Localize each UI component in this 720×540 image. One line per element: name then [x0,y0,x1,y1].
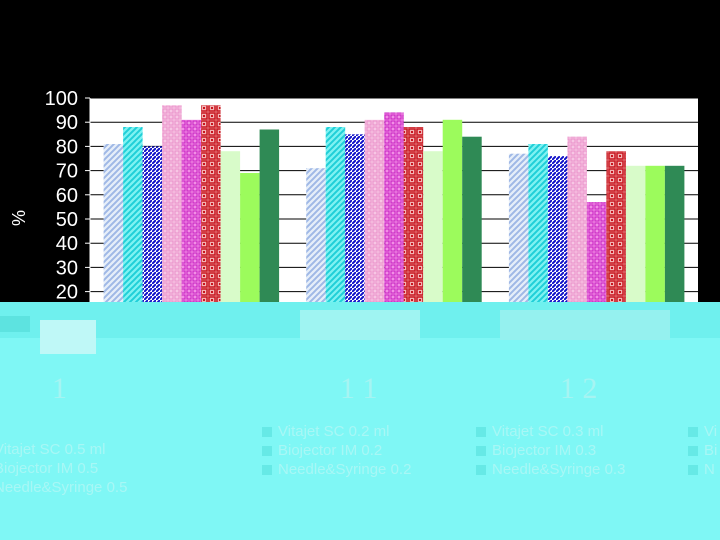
overlay-block [500,310,670,340]
legend-entry: Biojector IM 0.2 [262,441,411,460]
bar-series-9-category-2 [462,136,482,340]
obscured-legend-region: 1 1 1 1 2 Vitajet SC 0.5 ml Biojector IM… [0,302,720,540]
y-tick-label: 100 [45,88,78,110]
legend-swatch [476,465,486,476]
legend-column-4: Vi Bi N [688,422,717,479]
bar-series-5-category-1 [181,119,202,340]
overlay-block [0,316,30,332]
bar-series-6-category-1 [201,105,221,340]
legend-entry: Needle&Syringe 0.5 [0,479,128,496]
legend-entry: N [688,460,717,479]
bars [103,105,685,340]
bar-series-2-category-3 [528,144,548,340]
legend-column-3: Vitajet SC 0.3 ml Biojector IM 0.3 Needl… [476,422,625,479]
legend-swatch [476,427,486,438]
y-tick-label: 20 [56,282,78,304]
legend-swatch [688,465,698,476]
bar-series-3-category-3 [547,156,568,340]
legend-swatch [476,446,486,457]
bar-series-3-category-2 [345,134,365,340]
legend-column-2: Vitajet SC 0.2 ml Biojector IM 0.2 Needl… [262,422,411,479]
legend-entry: Vitajet SC 0.5 ml [0,441,106,458]
y-tick-label: 50 [56,209,78,231]
y-tick-label: 60 [56,185,78,207]
bar-series-8-category-3 [645,165,665,340]
bar-series-1-category-2 [306,168,326,340]
bar-series-7-category-2 [423,151,443,340]
bar-series-9-category-1 [259,129,280,340]
bar-series-1-category-3 [508,153,529,340]
legend-swatch [688,427,698,438]
y-axis-label: % [9,210,29,226]
bar-series-5-category-2 [384,112,404,340]
bar-series-4-category-1 [162,105,182,340]
bar-series-1-category-1 [103,144,124,340]
legend-entry: Biojector IM 0.3 [476,441,625,460]
legend-entry: Biojector IM 0.5 [0,460,99,477]
bar-series-4-category-2 [364,119,385,340]
category-label: 1 1 [340,372,378,405]
legend-entry: Needle&Syringe 0.3 [476,460,625,479]
bar-series-7-category-1 [220,151,241,340]
bar-series-7-category-3 [625,165,646,340]
bar-series-3-category-1 [142,146,163,340]
legend-entry: Vitajet SC 0.3 ml [476,422,625,441]
y-tick-label: 80 [56,136,78,158]
bar-series-2-category-1 [123,127,143,340]
legend-swatch [262,465,272,476]
legend-swatch [262,427,272,438]
overlay-block [40,320,96,354]
y-tick-label: 40 [56,233,78,255]
legend-entry: Bi [688,441,717,460]
bar-series-6-category-3 [606,151,626,340]
legend-swatch [262,446,272,457]
bar-series-2-category-2 [325,127,346,340]
legend-column-1: Vitajet SC 0.5 ml Biojector IM 0.5 Needl… [0,440,127,497]
category-label: 1 2 [560,372,598,405]
bar-series-4-category-3 [567,136,587,340]
bar-series-8-category-1 [240,173,260,340]
bar-series-9-category-3 [664,165,685,340]
y-tick-label: 90 [56,112,78,134]
y-tick-label: 30 [56,257,78,279]
overlay-block [300,310,420,340]
y-tick-label: 70 [56,161,78,183]
legend-entry: Vi [688,422,717,441]
legend-swatch [688,446,698,457]
legend-entry: Needle&Syringe 0.2 [262,460,411,479]
category-label: 1 [52,372,67,405]
bar-series-8-category-2 [442,119,463,340]
bar-series-6-category-2 [403,127,424,340]
legend-entry: Vitajet SC 0.2 ml [262,422,411,441]
